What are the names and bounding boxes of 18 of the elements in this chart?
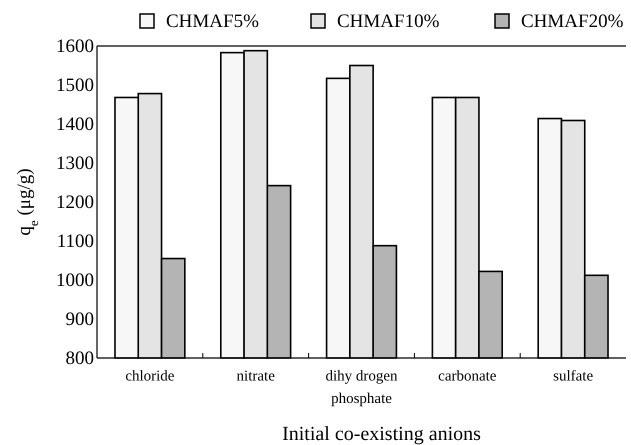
y-tick-label: 1600 bbox=[56, 36, 94, 58]
x-tick-label: sulfate bbox=[553, 368, 594, 385]
x-tick-label: chloride bbox=[125, 368, 175, 385]
y-tick-label: 1400 bbox=[56, 114, 94, 136]
y-tick-label: 1500 bbox=[56, 75, 94, 96]
x-tick-label: carbonate bbox=[438, 368, 497, 385]
legend-label: CHMAF10% bbox=[337, 11, 440, 32]
x-axis-title: Initial co-existing anions bbox=[282, 423, 482, 445]
y-tick-label: 1200 bbox=[56, 192, 94, 214]
y-tick-label: 1000 bbox=[56, 270, 94, 292]
y-tick-label: 800 bbox=[66, 348, 94, 370]
y-tick-label: 1100 bbox=[56, 231, 94, 252]
y-tick-label: 1300 bbox=[56, 153, 94, 174]
x-tick-label: dihy drogen phosphate bbox=[325, 368, 398, 408]
legend-label: CHMAF5% bbox=[166, 11, 260, 32]
y-tick-label: 900 bbox=[66, 309, 94, 330]
x-tick-label: nitrate bbox=[236, 368, 276, 385]
legend-label: CHMAF20% bbox=[521, 11, 624, 32]
